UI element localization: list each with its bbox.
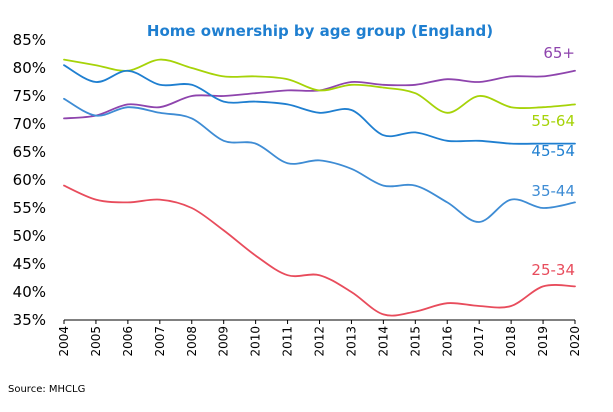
series-line-25-34: [63, 184, 576, 317]
series-line-45-54: [63, 64, 576, 145]
x-tick-label: 2020: [568, 326, 582, 357]
x-tick-label: 2006: [121, 326, 135, 357]
x-tick-label: 2008: [185, 326, 199, 357]
series-label: 45-54: [531, 142, 575, 160]
y-tick-label: 45%: [13, 255, 46, 273]
x-tick-label: 2007: [153, 326, 167, 357]
y-tick-label: 80%: [13, 59, 46, 77]
y-tick-label: 70%: [13, 115, 46, 133]
x-tick-label: 2015: [408, 326, 422, 357]
series-labels: 65+ 55-64 45-54 35-44 25-34: [531, 44, 575, 279]
series-label: 35-44: [531, 182, 575, 200]
y-tick-label: 55%: [13, 199, 46, 217]
source-note: Source: MHCLG: [8, 384, 85, 395]
y-axis: 35% 40% 45% 50% 55% 60% 65% 70% 75% 80% 85%: [13, 31, 46, 329]
y-tick-label: 60%: [13, 171, 46, 189]
x-tick-label: 2016: [440, 326, 454, 357]
x-axis: 2004 2005 2006 2007 2008 2009 2010 2011 2012 2013…: [57, 319, 582, 357]
y-tick-label: 50%: [13, 227, 46, 245]
x-tick-label: 2005: [89, 326, 103, 357]
chart-title: Home ownership by age group (England): [147, 22, 493, 40]
y-tick-label: 85%: [13, 31, 46, 49]
series-label: 65+: [543, 44, 575, 62]
series-label: 55-64: [531, 112, 575, 130]
series-line-35-44: [63, 97, 576, 223]
x-tick-label: 2017: [472, 326, 486, 357]
x-tick-label: 2004: [57, 326, 71, 357]
y-tick-label: 40%: [13, 283, 46, 301]
series-layer: [63, 58, 576, 317]
series-label: 25-34: [531, 261, 575, 279]
x-tick-label: 2014: [376, 326, 390, 357]
x-tick-label: 2018: [504, 326, 518, 357]
x-tick-label: 2019: [536, 326, 550, 357]
x-tick-label: 2010: [249, 326, 263, 357]
x-tick-label: 2013: [344, 326, 358, 357]
x-tick-label: 2011: [281, 326, 295, 357]
x-tick-label: 2012: [313, 326, 327, 357]
y-tick-label: 35%: [13, 311, 46, 329]
y-tick-label: 65%: [13, 143, 46, 161]
series-line-55-64: [63, 58, 576, 114]
x-tick-label: 2009: [217, 326, 231, 357]
y-tick-label: 75%: [13, 87, 46, 105]
